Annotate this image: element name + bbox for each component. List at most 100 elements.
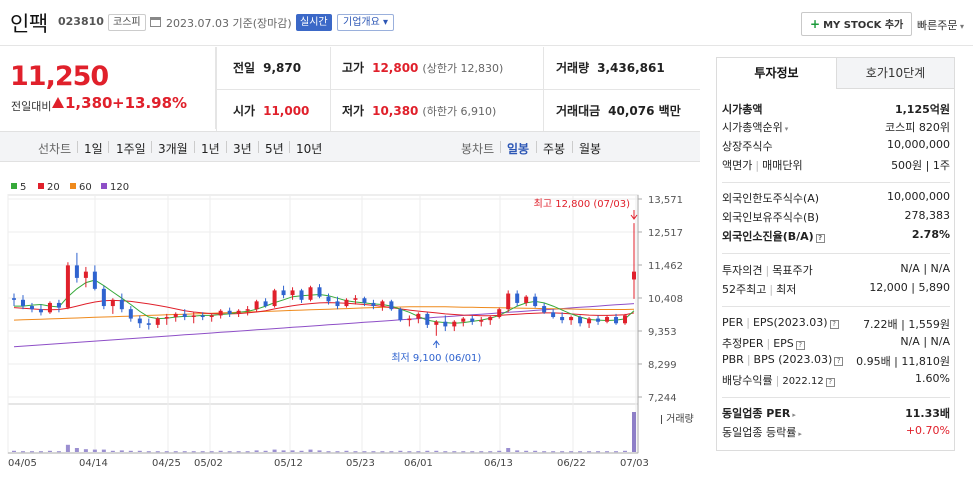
chevron-right-icon[interactable]: ▸ [792, 411, 796, 419]
volume-bar [209, 451, 214, 453]
help-icon[interactable]: ? [834, 357, 844, 366]
ma5-line [14, 279, 635, 324]
candle-body [452, 321, 457, 327]
line-chart-label[interactable]: 선차트 [38, 142, 72, 156]
volume-bar [110, 450, 115, 452]
volume-bar [92, 449, 97, 452]
candle-body [137, 318, 142, 324]
candle-body [317, 287, 322, 297]
candle-body [344, 299, 349, 307]
separator [258, 141, 259, 153]
legend-ma20: 20 [38, 182, 60, 193]
candle-body [515, 293, 520, 303]
volume-bar [155, 451, 160, 453]
candle-daily[interactable]: 일봉 [507, 142, 530, 156]
volume-bar [452, 451, 457, 453]
ma20-line [13, 299, 635, 317]
company-info-button[interactable]: 기업개요 ▾ [337, 14, 394, 31]
candle-body [29, 306, 34, 310]
upper-limit: (상한가 12,830) [422, 62, 504, 75]
high-annotation-arrowhead [630, 214, 638, 220]
open-price: 시가 11,000 [233, 102, 309, 119]
change-percent: +13.98% [112, 94, 188, 112]
plus-icon: + [810, 17, 821, 31]
candle-chart-label[interactable]: 봉차트 [461, 142, 495, 156]
rank-label: 시가총액순위 ▾ [722, 121, 789, 134]
tab-investment-info[interactable]: 투자정보 [717, 58, 836, 89]
period-10y[interactable]: 10년 [296, 142, 323, 156]
row-par: 액면가 | 매매단위 500원 | 1주 [722, 155, 950, 173]
period-1y[interactable]: 1년 [201, 142, 220, 156]
row-shares: 상장주식수 10,000,000 [722, 136, 950, 154]
candle-monthly[interactable]: 월봉 [579, 142, 602, 156]
candle-body [479, 320, 484, 322]
ma120-line [13, 303, 635, 348]
candle-body [164, 317, 169, 319]
candle-weekly[interactable]: 주봉 [543, 142, 566, 156]
foreign-hold-label: 외국인보유주식수(B) [722, 211, 820, 224]
foreign-limit-value: 10,000,000 [887, 190, 950, 203]
x-tick-label: 04/14 [79, 458, 108, 469]
volume-bar [182, 451, 187, 453]
volume-bar [506, 448, 511, 452]
candle-body [488, 317, 493, 321]
row-foreign-hold: 외국인보유주식수(B) 278,383 [722, 207, 950, 225]
shares-value: 10,000,000 [887, 138, 950, 151]
industry-rate-label: 동일업종 등락률 ▸ [722, 426, 802, 439]
add-my-stock-button[interactable]: + MY STOCK 추가 [801, 12, 913, 36]
tab-order-book[interactable]: 호가10단계 [836, 58, 954, 89]
volume-bar [515, 450, 520, 452]
volume-bar [245, 451, 250, 453]
period-5y[interactable]: 5년 [265, 142, 284, 156]
candlestick-chart[interactable]: 13,571 12,517 11,462 10,408 9,353 8,299 7,244 0… [0, 190, 705, 478]
help-icon[interactable]: ? [829, 320, 839, 329]
divider [722, 397, 950, 398]
legend-swatch [101, 183, 107, 189]
period-1d[interactable]: 1일 [84, 142, 103, 156]
volume-bar [560, 451, 565, 453]
candle-body [389, 301, 394, 310]
base-date: 2023.07.03 기준(장마감) [166, 17, 292, 30]
candle-body [119, 299, 124, 310]
candle-body [533, 296, 538, 307]
x-tick-label: 04/25 [152, 458, 181, 469]
divider [216, 89, 700, 90]
quick-order-label: 빠른주문 [917, 19, 958, 32]
volume-bar [569, 451, 574, 453]
period-1w[interactable]: 1주일 [116, 142, 146, 156]
volume-bar [128, 450, 133, 452]
candle-body [128, 309, 133, 319]
volume-bar [281, 450, 286, 452]
candle-body [362, 298, 367, 303]
volume-bar [254, 450, 259, 452]
candle-body [335, 301, 340, 307]
realtime-button[interactable]: 실시간 [296, 14, 332, 31]
candle-body [542, 306, 547, 313]
chevron-down-icon[interactable]: ▾ [784, 125, 789, 133]
help-icon[interactable]: ? [815, 234, 825, 243]
candle-body [434, 321, 439, 325]
separator [536, 141, 537, 153]
legend-swatch [70, 183, 76, 189]
quick-order-button[interactable]: 빠른주문 ▾ [917, 17, 964, 33]
candle-body [281, 290, 286, 296]
candle-body [416, 313, 421, 319]
candle-body [20, 299, 25, 307]
volume-bar [65, 444, 70, 452]
help-icon[interactable]: ? [795, 341, 805, 350]
period-3m[interactable]: 3개월 [158, 142, 188, 156]
separator [194, 141, 195, 153]
period-3y[interactable]: 3년 [233, 142, 252, 156]
candle-body [398, 309, 403, 321]
row-opinion: 투자의견 | 목표주가 N/A | N/A [722, 260, 950, 278]
change-value: 1,380 [65, 94, 113, 112]
volume-bar [632, 412, 636, 452]
volume-bar [524, 450, 529, 452]
volume-bar [20, 451, 25, 453]
chevron-right-icon[interactable]: ▸ [798, 430, 802, 438]
change-label: 전일대비 [11, 100, 52, 113]
help-icon[interactable]: ? [825, 378, 835, 387]
stock-name: 인팩 [10, 12, 48, 36]
candle-body [92, 271, 97, 289]
market-cap-value: 1,125억원 [894, 103, 950, 116]
